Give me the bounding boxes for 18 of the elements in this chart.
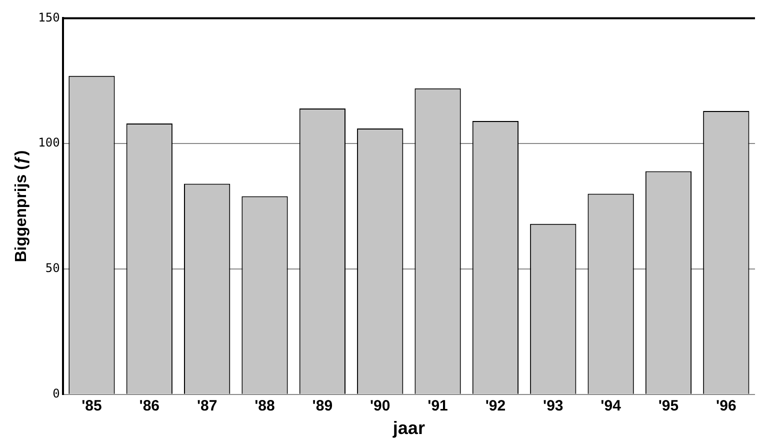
- y-tick-label: 50: [45, 261, 60, 276]
- x-tick-label: '85: [82, 398, 102, 415]
- x-tick-label: '91: [428, 398, 448, 415]
- x-tick-label: '93: [542, 398, 564, 415]
- x-axis-title: jaar: [392, 418, 425, 438]
- y-axis-title: Biggenprijs (ƒ): [13, 150, 30, 262]
- x-tick-label: '87: [196, 398, 218, 415]
- x-tick-label: '90: [370, 398, 390, 415]
- y-tick-label: 0: [52, 386, 60, 401]
- x-tick-label: '92: [485, 398, 506, 415]
- x-tick-label: '95: [658, 398, 679, 415]
- y-tick-label: 100: [38, 136, 60, 150]
- x-tick-label: '89: [312, 398, 333, 415]
- x-tick-label: '94: [600, 398, 622, 415]
- x-tick-label: '96: [716, 398, 736, 415]
- x-tick-label: '86: [139, 398, 160, 415]
- y-tick-label: 150: [38, 10, 60, 24]
- x-tick-label: '88: [254, 398, 275, 415]
